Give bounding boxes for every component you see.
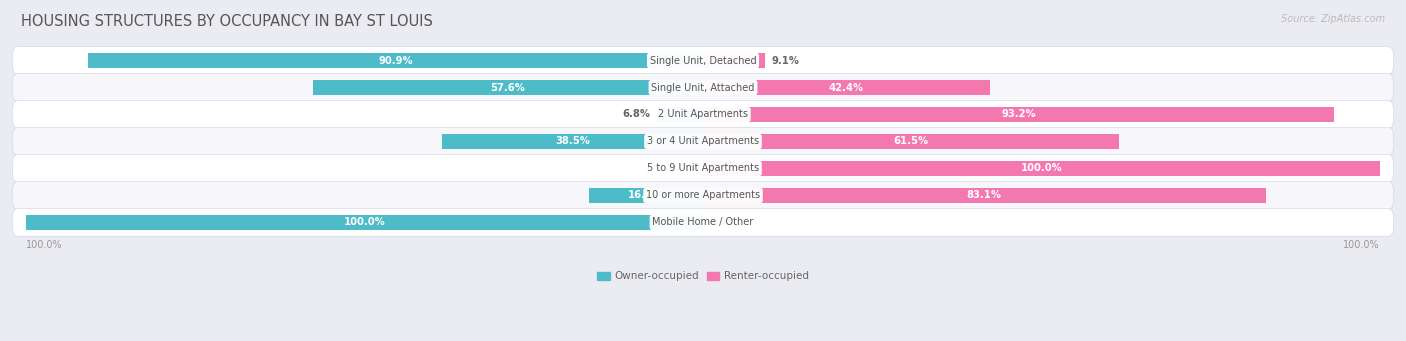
Bar (703, 188, 1265, 203)
Legend: Owner-occupied, Renter-occupied: Owner-occupied, Renter-occupied (593, 267, 813, 286)
FancyBboxPatch shape (13, 101, 1393, 128)
Bar (703, 161, 1379, 176)
Bar (87, 53, 703, 68)
Bar (657, 107, 703, 122)
Text: 0.0%: 0.0% (668, 163, 696, 174)
FancyBboxPatch shape (13, 154, 1393, 182)
Text: 5 to 9 Unit Apartments: 5 to 9 Unit Apartments (647, 163, 759, 174)
Text: 38.5%: 38.5% (555, 136, 591, 146)
Bar (703, 134, 1119, 149)
Bar (314, 80, 703, 95)
Text: 57.6%: 57.6% (491, 83, 526, 92)
Bar (703, 80, 990, 95)
Text: 9.1%: 9.1% (772, 56, 800, 65)
Bar (443, 134, 703, 149)
Text: 100.0%: 100.0% (27, 240, 63, 250)
Text: Single Unit, Attached: Single Unit, Attached (651, 83, 755, 92)
Text: 61.5%: 61.5% (894, 136, 929, 146)
Text: 93.2%: 93.2% (1001, 109, 1036, 119)
Bar (589, 188, 703, 203)
Text: 0.0%: 0.0% (710, 218, 738, 227)
Text: 16.9%: 16.9% (628, 190, 664, 201)
Text: 2 Unit Apartments: 2 Unit Apartments (658, 109, 748, 119)
Text: 100.0%: 100.0% (343, 218, 385, 227)
Text: Source: ZipAtlas.com: Source: ZipAtlas.com (1281, 14, 1385, 24)
Text: 100.0%: 100.0% (1343, 240, 1379, 250)
Text: 100.0%: 100.0% (1021, 163, 1063, 174)
Text: 6.8%: 6.8% (623, 109, 650, 119)
Text: Single Unit, Detached: Single Unit, Detached (650, 56, 756, 65)
Bar (703, 107, 1334, 122)
Text: HOUSING STRUCTURES BY OCCUPANCY IN BAY ST LOUIS: HOUSING STRUCTURES BY OCCUPANCY IN BAY S… (21, 14, 433, 29)
FancyBboxPatch shape (13, 47, 1393, 74)
Text: 42.4%: 42.4% (830, 83, 865, 92)
Text: Mobile Home / Other: Mobile Home / Other (652, 218, 754, 227)
Bar (703, 53, 765, 68)
Text: 90.9%: 90.9% (378, 56, 412, 65)
FancyBboxPatch shape (13, 74, 1393, 101)
FancyBboxPatch shape (13, 181, 1393, 209)
FancyBboxPatch shape (13, 208, 1393, 236)
FancyBboxPatch shape (13, 128, 1393, 155)
Bar (27, 214, 703, 230)
Text: 10 or more Apartments: 10 or more Apartments (645, 190, 761, 201)
Text: 83.1%: 83.1% (967, 190, 1001, 201)
Text: 3 or 4 Unit Apartments: 3 or 4 Unit Apartments (647, 136, 759, 146)
